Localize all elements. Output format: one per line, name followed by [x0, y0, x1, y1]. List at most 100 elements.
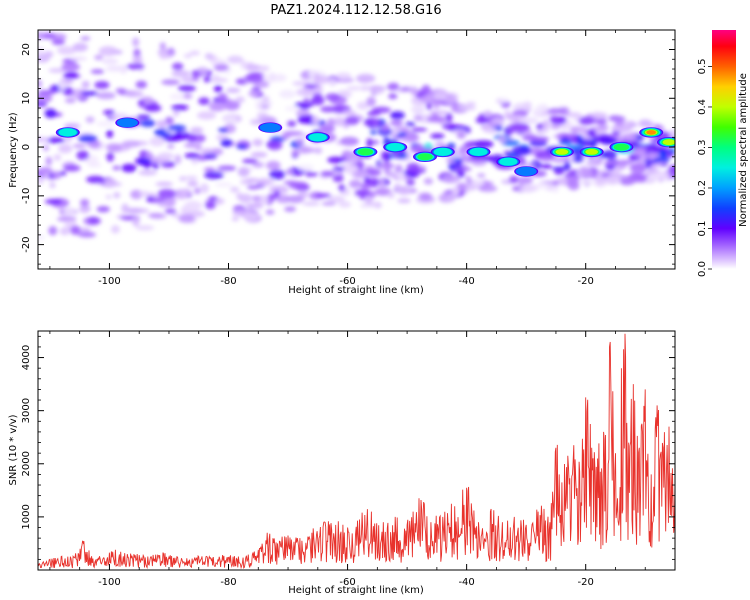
heatmap-cell: [194, 187, 201, 195]
heatmap-cell: [327, 156, 345, 164]
heatmap-cell: [132, 37, 140, 47]
heatmap-cell: [106, 129, 114, 139]
colorbar-tick-label: 0.2: [697, 180, 708, 196]
heatmap-cell: [397, 198, 411, 204]
heatmap-cell: [76, 150, 90, 161]
heatmap-cell: [48, 226, 58, 236]
heatmap-cell: [550, 122, 561, 130]
heatmap-cell: [48, 68, 68, 73]
heatmap-cell: [49, 182, 56, 189]
heatmap-cell: [283, 180, 299, 185]
heatmap-cell: [256, 112, 269, 119]
heatmap-cell: [58, 143, 73, 154]
spectrogram-x-ticks: -100 -80 -60 -40 -20: [49, 30, 676, 287]
heatmap-cell: [249, 118, 264, 126]
heatmap-cell: [425, 94, 433, 100]
heatmap-cell: [343, 187, 351, 196]
heatmap-cell: [311, 115, 320, 126]
heatmap-cell: [158, 50, 168, 60]
heatmap-cell: [518, 117, 539, 124]
heatmap-cell: [69, 88, 90, 99]
heatmap-cell: [466, 101, 476, 107]
heatmap-cell: [200, 183, 209, 194]
heatmap-cell: [286, 195, 305, 204]
figure-title: PAZ1.2024.112.12.58.G16: [270, 3, 441, 18]
heatmap-cell: [110, 225, 120, 234]
heatmap-cell: [204, 200, 216, 210]
snr-x-axis-label: Height of straight line (km): [288, 585, 424, 596]
heatmap-cell: [252, 138, 263, 147]
heatmap-cell: [140, 119, 156, 128]
heatmap-cell: [387, 192, 395, 199]
x-tick-label: -20: [578, 577, 594, 588]
heatmap-cell: [354, 189, 372, 197]
heatmap-cell: [368, 190, 376, 199]
heatmap-cell: [338, 184, 346, 191]
heatmap-cell: [512, 102, 530, 113]
heatmap-cell: [38, 233, 46, 241]
heatmap-cell: [61, 62, 80, 72]
heatmap-cell: [356, 101, 370, 110]
heatmap-cell: [360, 85, 370, 91]
spectrogram-y-ticks: -20 -10 0 10 20: [21, 29, 675, 265]
heatmap-cell: [164, 208, 177, 214]
heatmap-cell: [147, 213, 164, 218]
heatmap-cell: [355, 73, 376, 83]
heatmap-cell: [302, 201, 321, 206]
heatmap-cell: [101, 58, 119, 65]
x-tick-label: -100: [98, 276, 121, 287]
heatmap-cell: [360, 183, 372, 189]
heatmap-cell: [621, 133, 638, 141]
heatmap-cell: [265, 209, 275, 215]
heatmap-cell: [511, 145, 532, 156]
heatmap-cell: [291, 149, 300, 158]
heatmap-cell: [295, 138, 305, 146]
y-tick-label: 2000: [21, 451, 32, 476]
heatmap-cell: [425, 102, 433, 110]
heatmap-cell: [204, 171, 224, 180]
heatmap-cell: [600, 137, 618, 145]
heatmap-cell: [332, 166, 346, 172]
heatmap-cell: [103, 109, 116, 115]
heatmap-cell: [266, 140, 283, 151]
heatmap-cell: [59, 171, 67, 176]
heatmap-cell: [335, 77, 355, 83]
heatmap-cell: [236, 144, 248, 149]
heatmap-cell: [44, 50, 54, 58]
heatmap-cell: [245, 62, 256, 72]
heatmap-cell: [387, 82, 400, 91]
heatmap-cell: [57, 46, 77, 55]
heatmap-cell: [227, 55, 244, 64]
heatmap-cell: [231, 216, 240, 221]
heatmap-hotspot: [430, 146, 455, 158]
heatmap-cell: [342, 109, 356, 116]
heatmap-cell: [276, 194, 290, 204]
heatmap-cell: [445, 112, 453, 123]
y-tick-label: 10: [21, 92, 32, 105]
heatmap-cell: [366, 96, 376, 107]
heatmap-cell: [390, 111, 405, 120]
heatmap-cell: [595, 175, 606, 184]
snr-y-ticks: 1000 2000 3000 4000: [21, 335, 675, 571]
heatmap-hotspot-level: [585, 149, 598, 155]
heatmap-cell: [305, 172, 319, 177]
heatmap-cell: [421, 84, 431, 93]
heatmap-cell: [616, 123, 624, 128]
spectrogram-frame: [37, 29, 676, 270]
heatmap-cell: [397, 171, 406, 181]
heatmap-cell: [105, 143, 122, 151]
heatmap-cell: [138, 169, 158, 176]
heatmap-cell: [465, 175, 472, 182]
heatmap-cell: [426, 115, 446, 123]
x-tick-label: -20: [578, 276, 594, 287]
heatmap-cell: [587, 129, 596, 138]
heatmap-cell: [344, 116, 360, 126]
heatmap-cell: [670, 129, 675, 138]
heatmap-cell: [509, 175, 519, 184]
heatmap-cell: [518, 185, 539, 193]
heatmap-hotspot: [413, 151, 437, 162]
heatmap-cell: [540, 156, 553, 162]
heatmap-cell: [464, 157, 474, 163]
heatmap-cell: [230, 186, 240, 193]
heatmap-cell: [45, 137, 66, 144]
